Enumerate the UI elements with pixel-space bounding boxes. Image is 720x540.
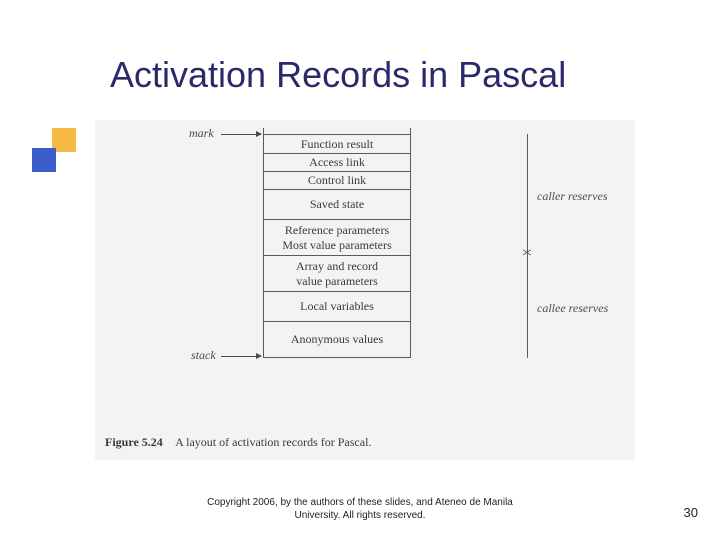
- callee-bracket-label: callee reserves: [537, 301, 608, 316]
- logo-square-blue: [32, 148, 56, 172]
- stack-cell-4: Reference parametersMost value parameter…: [263, 220, 411, 256]
- stack-cell-line: Function result: [301, 137, 373, 151]
- stack-cell-line: Array and record: [296, 259, 378, 273]
- stack-cell-line: Control link: [308, 173, 366, 187]
- mark-pointer-arrow: [221, 134, 261, 135]
- figure-area: Function result Access link Control link Sa…: [95, 120, 635, 460]
- page-number: 30: [684, 505, 698, 520]
- figure-number: Figure 5.24: [105, 435, 163, 449]
- stack-cell-line: Local variables: [300, 299, 374, 313]
- caller-bracket-line: [527, 134, 528, 256]
- activation-record-stack: Function result Access link Control link Sa…: [263, 134, 411, 358]
- stack-cell-5: Array and recordvalue parameters: [263, 256, 411, 292]
- stack-cell-1: Access link: [263, 154, 411, 172]
- stack-cell-line: Most value parameters: [282, 238, 391, 252]
- mark-pointer-label: mark: [189, 126, 214, 141]
- stack-cell-3: Saved state: [263, 190, 411, 220]
- stack-cell-line: Reference parameters: [285, 223, 389, 237]
- figure-caption-text: A layout of activation records for Pasca…: [175, 435, 371, 449]
- stack-cell-0: Function result: [263, 134, 411, 154]
- copyright-footer: Copyright 2006, by the authors of these …: [190, 496, 530, 522]
- stack-cell-line: Anonymous values: [291, 332, 383, 346]
- slide-title: Activation Records in Pascal: [110, 54, 566, 96]
- stack-cell-2: Control link: [263, 172, 411, 190]
- stack-pointer-label: stack: [191, 348, 216, 363]
- caller-bracket-label: caller reserves: [537, 189, 608, 204]
- stack-pointer-arrow: [221, 356, 261, 357]
- stack-cell-7: Anonymous values: [263, 322, 411, 358]
- stack-cell-6: Local variables: [263, 292, 411, 322]
- slide: Activation Records in Pascal Function re…: [0, 0, 720, 540]
- callee-bracket-line: [527, 256, 528, 358]
- stack-cell-line: value parameters: [296, 274, 378, 288]
- stack-cell-line: Access link: [309, 155, 365, 169]
- figure-caption: Figure 5.24 A layout of activation recor…: [105, 435, 371, 450]
- slide-logo: [32, 128, 76, 172]
- stack-cell-line: Saved state: [310, 197, 364, 211]
